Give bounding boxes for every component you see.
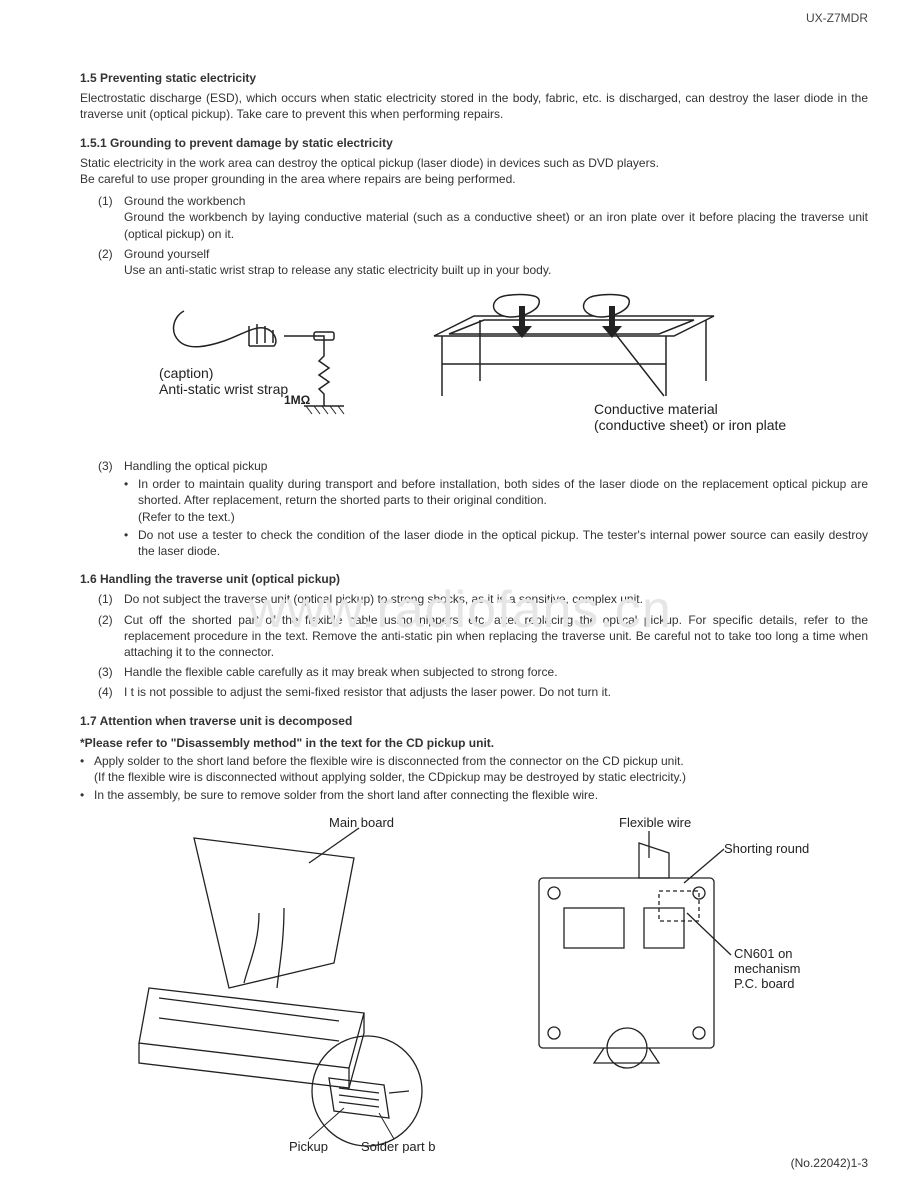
solder-label: Solder part b [361, 1139, 435, 1153]
s16-i4: (4) I t is not possible to adjust the se… [98, 684, 868, 700]
conductive-label-1: Conductive material [594, 401, 718, 417]
item-1: (1) Ground the workbench [98, 193, 868, 209]
item-1-label: Ground the workbench [124, 193, 868, 209]
item-3-b1: • In order to maintain quality during tr… [124, 476, 868, 525]
para-1-5-1-b: Be careful to use proper grounding in th… [80, 171, 868, 187]
s16-i3-num: (3) [98, 664, 124, 680]
s17-b1b-text: (If the flexible wire is disconnected wi… [94, 770, 686, 784]
main-board-label: Main board [329, 815, 394, 830]
item-3-b1-text: In order to maintain quality during tran… [138, 477, 868, 507]
item-1-text: Ground the workbench by laying conductiv… [124, 209, 868, 241]
bullet-dot: • [80, 787, 94, 803]
wrist-strap-label: Anti-static wrist strap [159, 381, 288, 397]
main-board-icon: Main board [129, 813, 449, 1153]
s17-note: *Please refer to "Disassembly method" in… [80, 735, 868, 751]
figure-table: Conductive material (conductive sheet) o… [414, 286, 794, 446]
item-3-label: Handling the optical pickup [124, 458, 868, 474]
s16-i2-text: Cut off the shorted part of the flexible… [124, 612, 868, 661]
wrist-strap-icon: (caption) Anti-static wrist strap 1MΩ [154, 286, 384, 436]
para-1-5-body: Electrostatic discharge (ESD), which occ… [80, 90, 868, 122]
s16-i4-num: (4) [98, 684, 124, 700]
heading-1-5: 1.5 Preventing static electricity [80, 70, 868, 86]
s16-i3-text: Handle the flexible cable carefully as i… [124, 664, 868, 680]
item-3-b1b-text: (Refer to the text.) [138, 510, 235, 524]
model-number: UX-Z7MDR [806, 10, 868, 26]
caption-label: (caption) [159, 365, 213, 381]
s17-b2: • In the assembly, be sure to remove sol… [80, 787, 868, 803]
s16-i1-num: (1) [98, 591, 124, 607]
mechanism-icon: Flexible wire Shorting round CN601 on me… [509, 813, 819, 1093]
figure-row-1: (caption) Anti-static wrist strap 1MΩ [80, 286, 868, 446]
s17-b2-text: In the assembly, be sure to remove solde… [94, 787, 868, 803]
table-icon: Conductive material (conductive sheet) o… [414, 286, 794, 446]
resistor-label: 1MΩ [284, 393, 311, 407]
pickup-label: Pickup [289, 1139, 328, 1153]
heading-1-6: 1.6 Handling the traverse unit (optical … [80, 571, 868, 587]
item-2-num: (2) [98, 246, 124, 262]
flexible-label: Flexible wire [619, 815, 691, 830]
cn601-b: mechanism [734, 961, 800, 976]
item-3-num: (3) [98, 458, 124, 474]
item-2-label: Ground yourself [124, 246, 868, 262]
item-3-b2: • Do not use a tester to check the condi… [124, 527, 868, 559]
bullet-dot: • [80, 753, 94, 785]
s16-i1: (1) Do not subject the traverse unit (op… [98, 591, 868, 607]
para-1-5-1-a: Static electricity in the work area can … [80, 155, 868, 171]
s16-i4-text: I t is not possible to adjust the semi-f… [124, 684, 868, 700]
s16-i2: (2) Cut off the shorted part of the flex… [98, 612, 868, 661]
figure-mechanism: Flexible wire Shorting round CN601 on me… [509, 813, 819, 1153]
cn601-c: P.C. board [734, 976, 794, 991]
s17-b1: • Apply solder to the short land before … [80, 753, 868, 785]
s16-i2-num: (2) [98, 612, 124, 661]
figure-row-2: Main board [80, 813, 868, 1153]
item-2-text: Use an anti-static wrist strap to releas… [124, 262, 868, 278]
bullet-dot: • [124, 527, 138, 559]
page-number: (No.22042)1-3 [791, 1155, 868, 1171]
bullet-dot: • [124, 476, 138, 525]
item-2: (2) Ground yourself [98, 246, 868, 262]
page-container: UX-Z7MDR www.radiofans.cn 1.5 Preventing… [0, 0, 920, 1193]
conductive-label-2: (conductive sheet) or iron plate [594, 417, 786, 433]
s16-i1-text: Do not subject the traverse unit (optica… [124, 591, 868, 607]
figure-wrist-strap: (caption) Anti-static wrist strap 1MΩ [154, 286, 384, 446]
heading-1-5-1: 1.5.1 Grounding to prevent damage by sta… [80, 135, 868, 151]
figure-main-board: Main board [129, 813, 449, 1153]
heading-1-7: 1.7 Attention when traverse unit is deco… [80, 713, 868, 729]
shorting-label: Shorting round [724, 841, 809, 856]
item-3-b2-text: Do not use a tester to check the conditi… [138, 527, 868, 559]
item-1-num: (1) [98, 193, 124, 209]
item-3: (3) Handling the optical pickup [98, 458, 868, 474]
cn601-a: CN601 on [734, 946, 793, 961]
s16-i3: (3) Handle the flexible cable carefully … [98, 664, 868, 680]
s17-b1-text: Apply solder to the short land before th… [94, 754, 684, 768]
